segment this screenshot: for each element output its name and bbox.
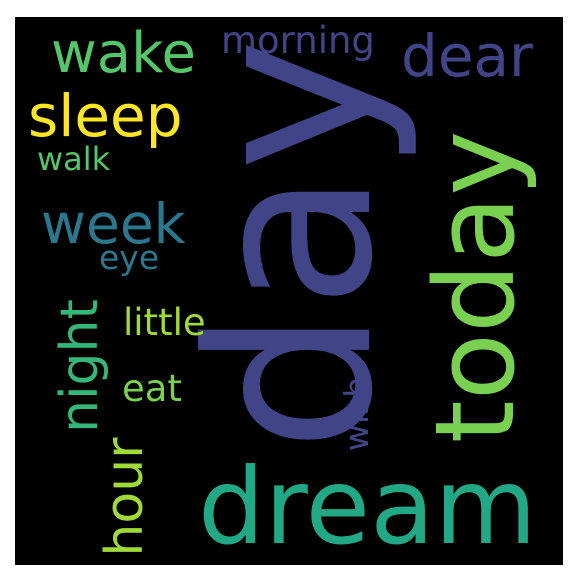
word-hour: hour	[95, 437, 155, 557]
word-cloud-canvas: day today dream dear wake morning sleep …	[15, 17, 563, 565]
word-eye: eye	[99, 238, 160, 277]
word-wake: wake	[51, 21, 197, 86]
word-today: today	[411, 130, 539, 444]
word-sleep: sleep	[28, 82, 183, 150]
word-morning: morning	[221, 19, 375, 62]
word-walk: walk	[37, 140, 111, 178]
word-eat: eat	[122, 367, 182, 410]
word-little: little	[123, 301, 206, 344]
word-dream: dream	[198, 446, 537, 565]
word-dear: dear	[401, 22, 533, 90]
word-week: week	[41, 192, 186, 256]
word-wish: wish	[337, 376, 376, 452]
